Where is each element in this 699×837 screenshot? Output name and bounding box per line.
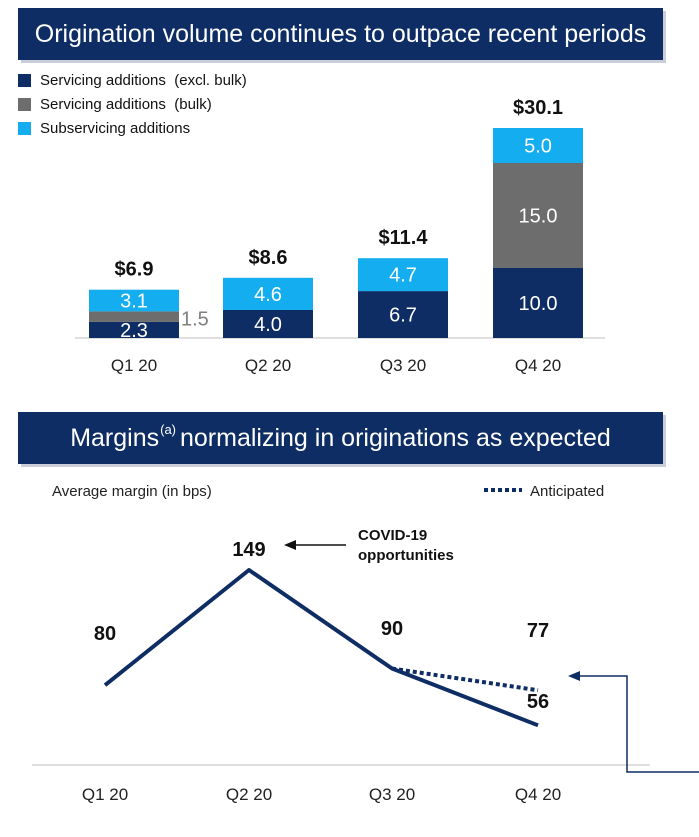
line-data-label: 80 bbox=[94, 623, 116, 645]
y-axis-label: Average margin (in bps) bbox=[52, 483, 212, 500]
bar-total-label: $6.9 bbox=[115, 259, 154, 281]
connector-arrow-head bbox=[568, 671, 580, 681]
legend-item-subservicing: Subservicing additions bbox=[18, 116, 247, 140]
bar-segment bbox=[223, 310, 313, 338]
legend-label: Subservicing additions bbox=[40, 119, 191, 137]
bar-data-label: 1.5 bbox=[181, 309, 209, 331]
bar-segment bbox=[493, 268, 583, 338]
anticipated-margin-line bbox=[391, 666, 539, 693]
bar-segment bbox=[493, 163, 583, 268]
bar-data-label: 15.0 bbox=[519, 206, 558, 228]
x-tick-label: Q3 20 bbox=[369, 785, 415, 804]
bottom-chart-title-banner: Margins (a) normalizing in originations as… bbox=[18, 412, 663, 464]
bar-segment bbox=[358, 258, 448, 292]
x-tick-label: Q2 20 bbox=[245, 356, 291, 375]
stacked-bar-chart: 2.3 1.5 3.1 $6.9 Q1 20 4.0 4.6 $8.6 Q2 20 6.7 4.7 $… bbox=[75, 97, 605, 375]
bar-data-label: 10.0 bbox=[519, 293, 558, 315]
x-tick-label: Q1 20 bbox=[111, 356, 157, 375]
x-tick-label: Q1 20 bbox=[82, 785, 128, 804]
bar-data-label: 4.0 bbox=[254, 314, 282, 336]
legend-swatch-navy bbox=[18, 73, 31, 87]
bar-segment bbox=[89, 289, 179, 312]
bar-data-label: 6.7 bbox=[389, 305, 417, 327]
top-chart-title: Origination volume continues to outpace … bbox=[34, 19, 647, 48]
connector-arrow-line bbox=[578, 675, 699, 773]
annotation-line-2: opportunities bbox=[358, 547, 454, 564]
legend-label: Servicing additions (bulk) bbox=[40, 95, 212, 113]
bar-data-label: 3.1 bbox=[120, 291, 148, 313]
x-tick-label: Q3 20 bbox=[380, 356, 426, 375]
bottom-title-footnote: (a) bbox=[160, 421, 176, 437]
bar-segment bbox=[358, 291, 448, 338]
bar-segment bbox=[223, 277, 313, 310]
x-tick-label: Q4 20 bbox=[515, 785, 561, 804]
bar-data-label: 2.3 bbox=[120, 320, 148, 342]
x-tick-label: Q2 20 bbox=[226, 785, 272, 804]
legend-item-excl-bulk: Servicing additions (excl. bulk) bbox=[18, 68, 247, 92]
annotation-line-1: COVID-19 bbox=[358, 527, 427, 544]
actual-margin-line bbox=[103, 568, 539, 728]
bar-data-label: 4.7 bbox=[389, 265, 417, 287]
legend-label-anticipated: Anticipated bbox=[530, 483, 604, 500]
legend-swatch-gray bbox=[18, 97, 31, 111]
bar-segment bbox=[89, 311, 179, 322]
bar-total-label: $11.4 bbox=[379, 227, 429, 249]
bar-segment bbox=[89, 321, 179, 338]
bar-total-label: $30.1 bbox=[513, 97, 563, 119]
line-data-label: 149 bbox=[232, 539, 265, 561]
annotation-arrow-head bbox=[284, 540, 296, 550]
bar-data-label: 4.6 bbox=[254, 284, 282, 306]
bottom-title-pre: Margins bbox=[70, 423, 160, 452]
legend-label: Servicing additions (excl. bulk) bbox=[40, 71, 247, 89]
x-tick-label: Q4 20 bbox=[515, 356, 561, 375]
bar-total-label: $8.6 bbox=[249, 247, 288, 269]
bar-data-label: 5.0 bbox=[524, 136, 552, 158]
bar-chart-legend: Servicing additions (excl. bulk) Servici… bbox=[18, 68, 247, 140]
bar-segment bbox=[493, 128, 583, 163]
line-data-label: 77 bbox=[527, 620, 549, 642]
top-chart-title-banner: Origination volume continues to outpace … bbox=[18, 8, 663, 60]
legend-item-bulk: Servicing additions (bulk) bbox=[18, 92, 247, 116]
legend-swatch-cyan bbox=[18, 121, 31, 135]
line-data-label: 90 bbox=[381, 618, 403, 640]
bottom-title-post: normalizing in originations as expected bbox=[180, 423, 611, 452]
line-data-label: 56 bbox=[527, 691, 549, 713]
